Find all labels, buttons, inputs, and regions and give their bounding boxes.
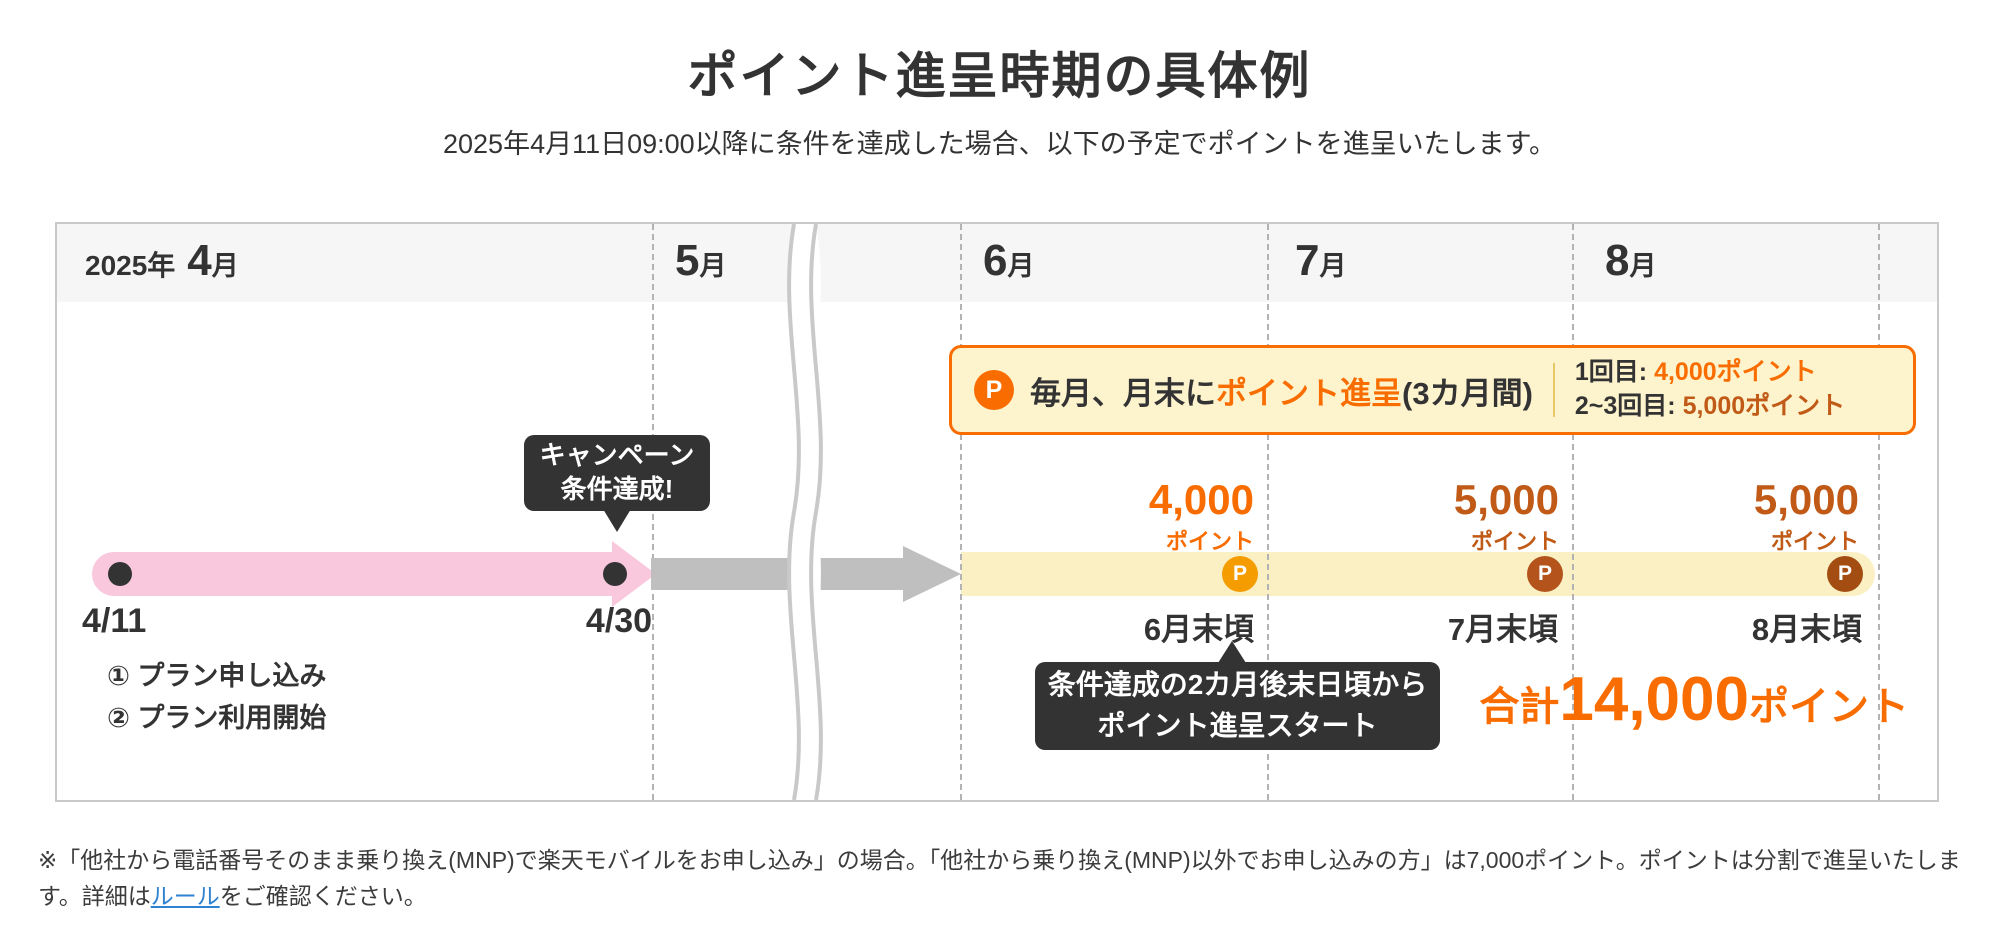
total-unit: ポイント <box>1749 685 1909 729</box>
offer-detail-1-value: 4,000ポイント <box>1654 358 1817 387</box>
month-divider <box>1572 224 1574 800</box>
month-divider <box>960 224 962 800</box>
page-subtitle: 2025年4月11日09:00以降に条件を達成した場合、以下の予定でポイントを進… <box>443 129 1556 159</box>
grant-date-august: 8月末頃 <box>1751 612 1863 647</box>
offer-detail-2-value: 5,000ポイント <box>1682 392 1846 420</box>
point-icon: P <box>974 370 1014 410</box>
tooltip-tail <box>1218 641 1246 663</box>
achieve-dot <box>603 562 627 586</box>
month-divider <box>1878 224 1880 800</box>
waiting-period-bar <box>651 558 903 590</box>
point-coin-icon: P <box>1827 556 1863 592</box>
offer-details: 1回目: 4,000ポイント 2~3回目: 5,000ポイント <box>1575 356 1845 424</box>
offer-highlight: ポイント進呈 <box>1216 375 1402 411</box>
application-period-bar <box>92 552 612 596</box>
tooltip-line2: ポイント進呈スタート <box>1097 710 1378 741</box>
timeline-break-wave <box>787 224 823 800</box>
footnote: ※「他社から電話番号そのまま乗り換え(MNP)で楽天モバイルをお申し込み」の場合… <box>38 843 1963 914</box>
month-header-strip <box>57 224 1937 302</box>
start-date-label: 4/11 <box>82 602 147 640</box>
total-value: 14,000 <box>1559 665 1749 734</box>
offer-divider <box>1552 363 1555 417</box>
tooltip-line1: 条件達成の2カ月後末日頃から <box>1047 669 1428 701</box>
grant-date-june: 6月末頃 <box>1143 612 1255 647</box>
offer-detail-1: 1回目: 4,000ポイント <box>1574 358 1817 387</box>
offer-detail-2: 2~3回目: 5,000ポイント <box>1574 392 1846 420</box>
point-coin-icon: P <box>1222 556 1258 592</box>
footnote-text-1: ※「他社から電話番号そのまま乗り換え(MNP)で楽天モバイルをお申し込み」の場合… <box>38 847 1961 909</box>
month-label-july: 7月 <box>1295 236 1347 285</box>
waiting-period-arrowhead <box>903 546 961 602</box>
footnote-text-2: をご確認ください。 <box>219 882 427 909</box>
rules-link[interactable]: ルール <box>150 882 220 909</box>
month-divider <box>652 224 654 800</box>
year-label: 2025年 <box>85 250 176 281</box>
month-label-april: 2025年 4月 <box>85 236 239 285</box>
total-prefix: 合計 <box>1479 685 1560 729</box>
point-period-band <box>961 552 1875 596</box>
grant-start-tooltip: 条件達成の2カ月後末日頃から ポイント進呈スタート <box>1035 662 1440 750</box>
plan-step-2: ② プラン利用開始 <box>107 702 327 733</box>
callout-tail <box>603 509 631 532</box>
month-label-may: 5月 <box>675 236 727 285</box>
point-coin-icon: P <box>1527 556 1563 592</box>
plan-step-1: ① プラン申し込み <box>107 661 327 691</box>
callout-line2: 条件達成! <box>560 474 674 504</box>
achieve-date-label: 4/30 <box>585 602 653 640</box>
month-label-june: 6月 <box>983 236 1035 285</box>
total-points: 合計 14,000 ポイント <box>1479 664 1909 735</box>
point-value-june: 4,000 ポイント <box>1148 476 1254 555</box>
timeline-panel: 2025年 4月 5月 6月 7月 8月 キャンペ <box>55 222 1939 802</box>
grant-date-july: 7月末頃 <box>1447 612 1559 647</box>
point-offer-box: P 毎月、月末にポイント進呈(3カ月間) 1回目: 4,000ポイント 2~3回… <box>949 345 1916 435</box>
month-label-august: 8月 <box>1605 236 1657 285</box>
callout-line1: キャンペーン <box>539 440 695 471</box>
plan-steps: ① プラン申し込み ② プラン利用開始 <box>107 656 326 740</box>
campaign-achieved-callout: キャンペーン 条件達成! <box>524 435 710 511</box>
month-divider <box>1267 224 1269 800</box>
point-value-august: 5,000 ポイント <box>1753 476 1859 555</box>
start-dot <box>108 562 132 586</box>
point-value-july: 5,000 ポイント <box>1453 476 1559 555</box>
offer-main-text: 毎月、月末にポイント進呈(3カ月間) <box>1030 375 1533 411</box>
page-title: ポイント進呈時期の具体例 <box>687 48 1312 104</box>
